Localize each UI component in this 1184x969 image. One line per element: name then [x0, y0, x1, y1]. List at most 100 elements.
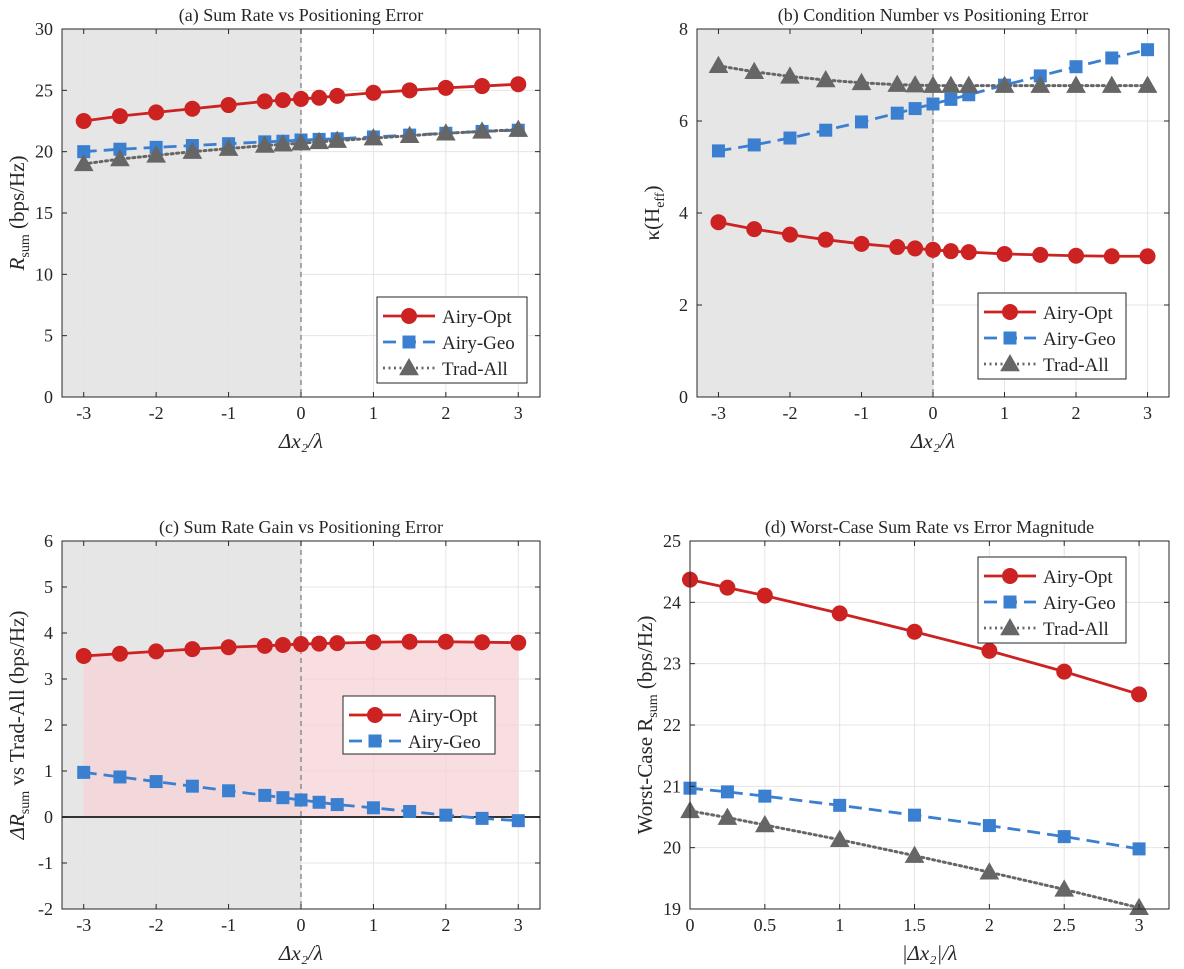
- data-point: [890, 106, 904, 120]
- data-point: [75, 113, 92, 129]
- legend-box: [977, 556, 1127, 644]
- x-tick-label: 3: [514, 403, 523, 423]
- legend-marker: [399, 357, 419, 376]
- data-point: [258, 788, 272, 802]
- data-point: [274, 636, 291, 653]
- data-point: [1032, 246, 1049, 263]
- y-tick-label: 15: [35, 203, 53, 223]
- data-point: [708, 55, 729, 74]
- x-tick-label: -2: [149, 915, 164, 935]
- data-point: [111, 645, 128, 662]
- data-point: [220, 97, 237, 114]
- y-tick-label: 30: [35, 19, 53, 39]
- data-point: [1068, 247, 1085, 264]
- y-tick-label: 2: [44, 715, 53, 735]
- data-point: [747, 138, 761, 152]
- data-point: [925, 241, 941, 258]
- y-tick-label: 1: [44, 761, 53, 781]
- legend-box: [342, 695, 496, 755]
- y-tick-label: 4: [44, 623, 53, 643]
- y-tick-label: 5: [44, 326, 53, 346]
- data-point: [510, 76, 527, 93]
- data-point: [329, 635, 346, 652]
- x-tick-label: 3: [1143, 403, 1152, 423]
- data-point: [311, 89, 328, 106]
- x-tick-label: 1: [369, 915, 378, 935]
- data-point: [254, 135, 275, 153]
- chart-title: (b) Condition Number vs Positioning Erro…: [778, 5, 1088, 26]
- legend-marker: [367, 707, 383, 723]
- legend-marker: [402, 335, 416, 349]
- data-point: [1105, 51, 1119, 65]
- data-point: [1056, 663, 1073, 680]
- legend-label: Trad-All: [442, 359, 508, 380]
- data-point: [815, 70, 836, 88]
- data-point: [113, 770, 127, 784]
- data-point: [148, 104, 165, 121]
- data-point: [942, 243, 959, 260]
- data-point: [754, 814, 775, 833]
- data-point: [904, 845, 925, 863]
- data-point: [110, 149, 130, 167]
- data-point: [905, 75, 925, 93]
- legend-label: Airy-Opt: [442, 307, 512, 328]
- y-tick-label: 0: [44, 807, 53, 827]
- data-point: [220, 639, 237, 656]
- data-point: [330, 798, 344, 812]
- legend: Airy-Opt Airy-Geo Trad-All: [977, 292, 1127, 380]
- data-point: [906, 623, 923, 640]
- data-point: [979, 862, 1000, 880]
- data-point: [831, 605, 848, 622]
- x-tick-label: 0: [297, 915, 306, 935]
- series-airy-geo: [711, 43, 1155, 158]
- gain-fill-area: [83, 641, 519, 817]
- y-tick-label: 6: [679, 111, 688, 131]
- data-point: [833, 798, 847, 812]
- data-point: [437, 633, 454, 650]
- data-point: [982, 819, 996, 833]
- legend-label: Trad-All: [1043, 619, 1109, 640]
- data-point: [1057, 830, 1071, 844]
- data-point: [309, 131, 329, 150]
- data-point: [276, 791, 290, 805]
- series-line: [83, 770, 519, 823]
- data-point: [182, 141, 203, 159]
- legend: Airy-Opt Airy-Geo: [342, 695, 496, 755]
- data-point: [111, 108, 128, 125]
- data-point: [293, 636, 309, 653]
- x-axis-label: Δx₂/λ: [910, 429, 955, 453]
- legend-marker: [368, 734, 382, 748]
- data-point: [1132, 842, 1146, 856]
- y-tick-label: 6: [44, 531, 53, 551]
- data-point: [256, 93, 273, 110]
- data-point: [960, 244, 977, 261]
- series-airy-geo: [683, 781, 1146, 856]
- data-point: [437, 79, 454, 96]
- data-point: [981, 642, 998, 659]
- series-line: [82, 128, 520, 166]
- data-point: [746, 221, 763, 238]
- x-tick-label: 0: [686, 915, 695, 935]
- data-point: [1131, 686, 1148, 703]
- x-tick-label: 0.5: [754, 915, 777, 935]
- legend-box: [977, 292, 1127, 380]
- x-tick-label: -3: [76, 915, 91, 935]
- y-axis-label: κ(Heff): [640, 185, 668, 240]
- data-point: [274, 92, 291, 109]
- y-tick-label: 21: [663, 776, 681, 796]
- data-point: [944, 92, 958, 106]
- y-tick-label: 20: [663, 838, 681, 858]
- x-tick-label: -2: [149, 403, 164, 423]
- data-point: [923, 75, 943, 93]
- data-point: [710, 214, 727, 231]
- x-tick-label: 0: [297, 403, 306, 423]
- data-point: [1141, 43, 1155, 57]
- data-point: [994, 75, 1015, 93]
- data-point: [365, 634, 382, 651]
- data-point: [184, 641, 201, 658]
- data-point: [717, 807, 738, 825]
- data-point: [1069, 60, 1083, 74]
- data-point: [1139, 248, 1156, 265]
- data-point: [854, 115, 868, 129]
- data-point: [366, 801, 380, 815]
